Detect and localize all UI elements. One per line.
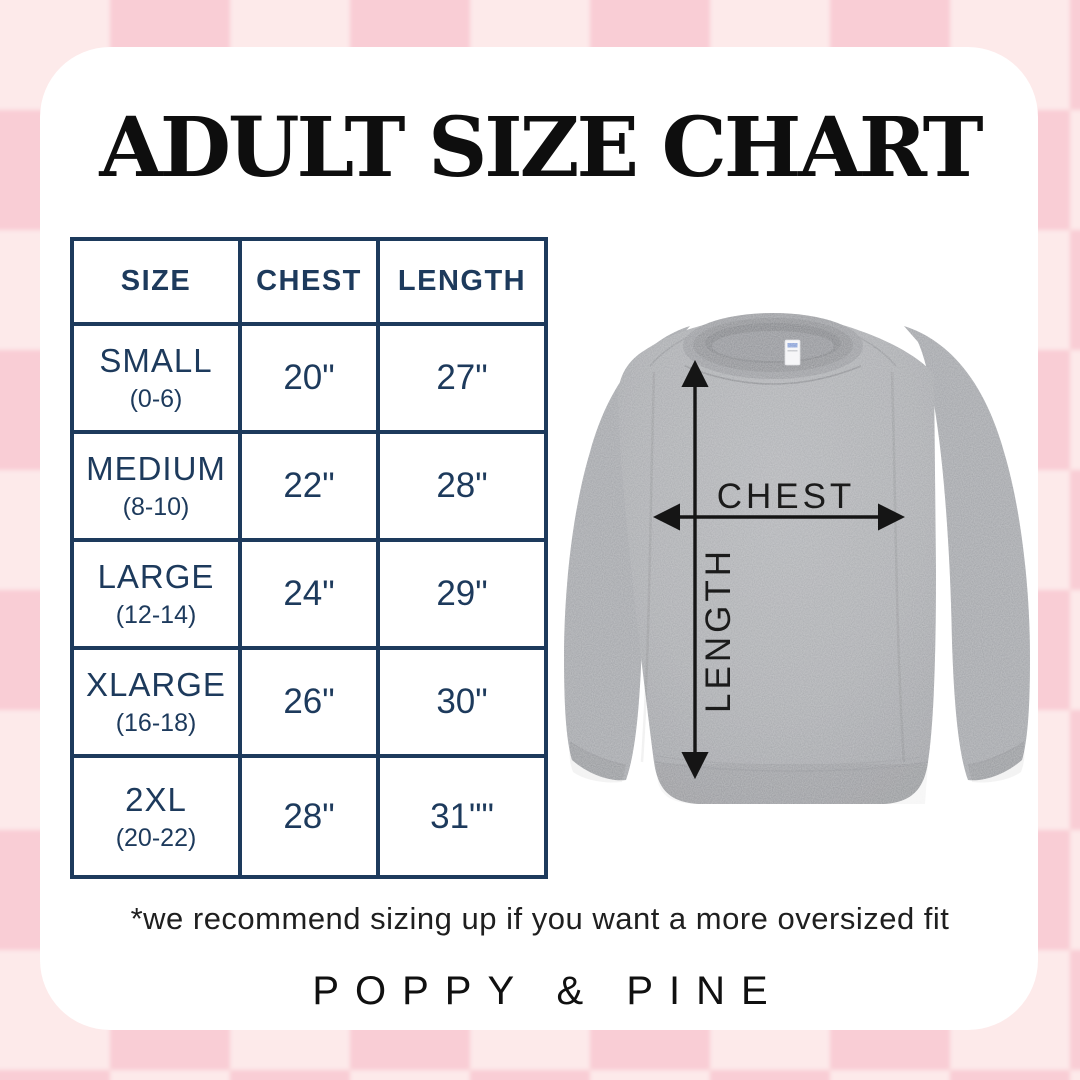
sizing-footnote: *we recommend sizing up if you want a mo… <box>130 901 950 936</box>
sweatshirt-graphic: CHEST LENGTH <box>564 313 1030 804</box>
table-cell-chest: 22" <box>242 434 376 538</box>
neck-tag-logo <box>787 343 798 348</box>
right-armhole-seam <box>890 371 906 763</box>
page-title: ADULT SIZE CHART <box>99 100 983 196</box>
left-cuff <box>569 742 626 783</box>
size-label: SMALL <box>99 342 213 379</box>
table-cell-size: MEDIUM (8-10) <box>74 434 238 538</box>
size-range-label: (20-22) <box>115 823 197 852</box>
table-cell-length: 29" <box>380 542 544 646</box>
table-cell-chest: 20" <box>242 326 376 430</box>
right-cuff <box>968 742 1025 783</box>
size-label: 2XL <box>125 780 187 818</box>
size-label: LARGE <box>97 558 215 595</box>
size-table: SIZE CHEST LENGTH SMALL (0-6) 20" 27" ME… <box>70 237 548 879</box>
sweatshirt-body-group <box>564 313 1030 804</box>
left-cuff-stitch <box>569 741 627 766</box>
collar-inner-back <box>712 331 834 361</box>
length-arrow-label: LENGTH <box>699 547 738 713</box>
table-cell-length: 30" <box>380 650 544 754</box>
size-label: XLARGE <box>86 666 226 703</box>
table-cell-size: LARGE (12-14) <box>74 542 238 646</box>
column-header-size: SIZE <box>74 241 238 322</box>
brand-name: POPPY & PINE <box>312 969 784 1013</box>
size-range-label: (16-18) <box>115 709 197 737</box>
table-cell-length: 31"" <box>380 758 544 875</box>
column-header-length: LENGTH <box>380 241 544 322</box>
table-cell-size: 2XL (20-22) <box>74 758 238 875</box>
table-cell-length: 28" <box>380 434 544 538</box>
table-cell-chest: 24" <box>242 542 376 646</box>
size-range-label: (0-6) <box>129 385 183 413</box>
column-header-chest: CHEST <box>242 241 376 322</box>
chest-arrow-label: CHEST <box>717 477 856 516</box>
left-armhole-seam <box>640 371 656 763</box>
measurement-arrows <box>652 359 906 780</box>
sweatshirt-diagram: CHEST LENGTH <box>558 312 1036 896</box>
table-cell-chest: 26" <box>242 650 376 754</box>
hem-band <box>655 764 928 804</box>
neck-tag-text-line <box>787 350 798 352</box>
right-cuff-stitch <box>967 741 1025 766</box>
table-cell-length: 27" <box>380 326 544 430</box>
body-panel <box>617 317 936 804</box>
table-cell-size: SMALL (0-6) <box>74 326 238 430</box>
size-range-label: (8-10) <box>122 493 190 521</box>
table-cell-size: XLARGE (16-18) <box>74 650 238 754</box>
size-range-label: (12-14) <box>115 601 197 629</box>
table-cell-chest: 28" <box>242 758 376 875</box>
size-label: MEDIUM <box>86 450 226 487</box>
